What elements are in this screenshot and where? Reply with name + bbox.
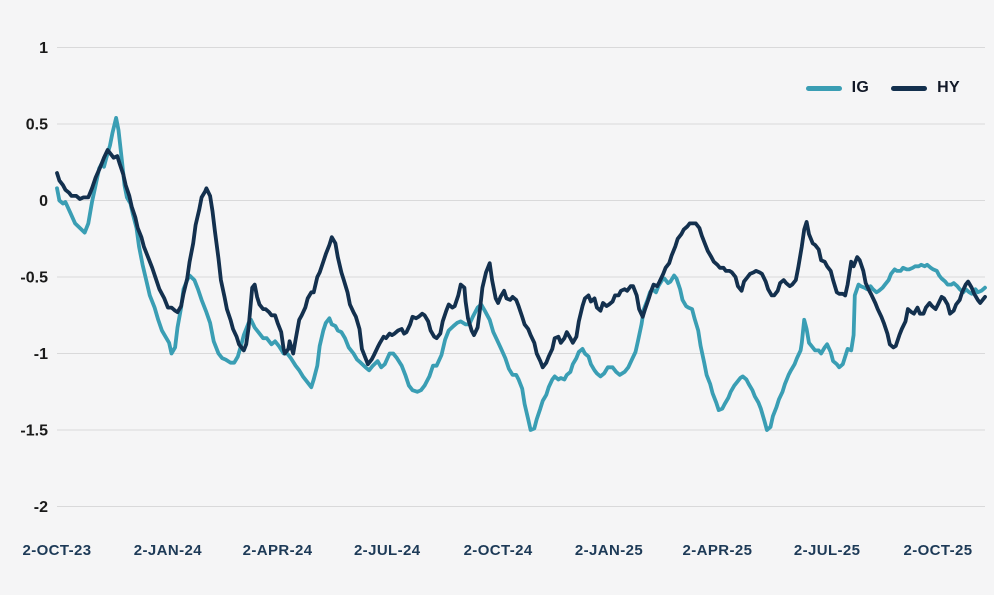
x-tick-label: 2-JUL-25: [794, 542, 861, 559]
legend-label-hy: HY: [937, 79, 960, 96]
y-tick-label: -1: [34, 346, 48, 363]
x-tick-label: 2-OCT-24: [464, 542, 533, 559]
x-tick-label: 2-APR-25: [683, 542, 753, 559]
x-tick-label: 2-OCT-25: [903, 542, 972, 559]
series-line-ig: [55, 116, 987, 432]
x-tick-label: 2-JAN-24: [134, 542, 202, 559]
series-line-hy: [55, 148, 987, 370]
x-tick-label: 2-JUL-24: [354, 542, 421, 559]
y-tick-label: -1.5: [20, 423, 48, 440]
y-tick-label: -2: [34, 499, 48, 516]
legend-item-hy[interactable]: HY: [891, 79, 960, 97]
y-tick-label: 0.5: [26, 117, 48, 134]
legend-label-ig: IG: [851, 79, 870, 96]
x-tick-label: 2-OCT-23: [22, 542, 91, 559]
legend: IG HY: [805, 79, 960, 97]
x-tick-label: 2-APR-24: [243, 542, 313, 559]
x-tick-label: 2-JAN-25: [575, 542, 643, 559]
legend-item-ig[interactable]: IG: [805, 79, 870, 97]
y-tick-label: 0: [39, 193, 48, 210]
ig-line-swatch-icon: [805, 85, 842, 91]
hy-line-swatch-icon: [891, 85, 928, 91]
y-tick-label: -0.5: [20, 270, 48, 287]
y-tick-label: 1: [39, 40, 48, 57]
